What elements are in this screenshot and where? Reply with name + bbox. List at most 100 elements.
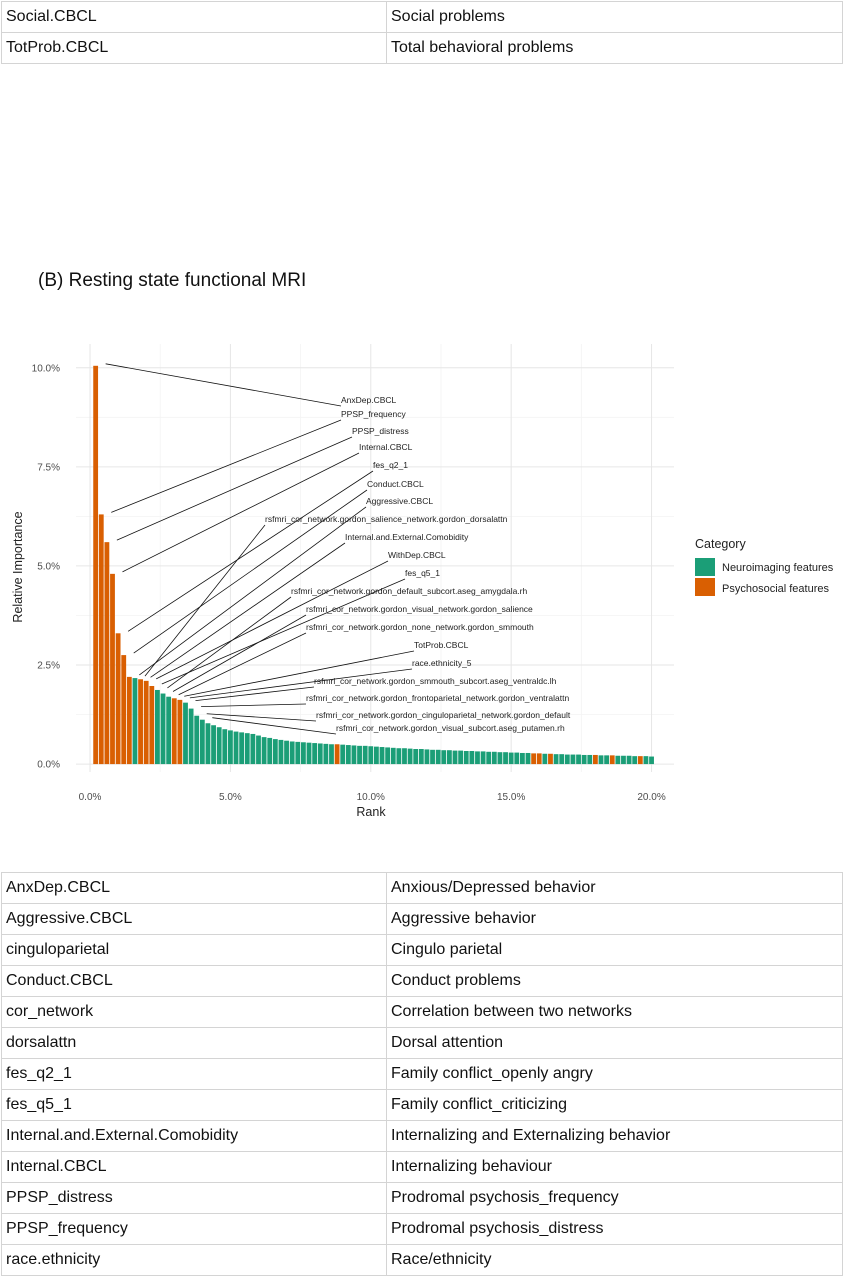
chart-bar [424, 749, 430, 765]
table-row: Conduct.CBCL Conduct problems [1, 965, 843, 997]
table-row: dorsalattn Dorsal attention [1, 1027, 843, 1059]
chart-bar [626, 755, 632, 765]
chart-bar [121, 655, 127, 765]
x-tick-label: 15.0% [497, 792, 525, 803]
annotation-label: fes_q5_1 [405, 568, 440, 578]
annotation-leader-line [116, 436, 353, 541]
table-row: TotProb.CBCL Total behavioral problems [1, 32, 843, 64]
annotation-label: rsfmri_cor_network.gordon_visual_network… [306, 604, 533, 614]
chart-bar [519, 752, 525, 765]
chart-bar [430, 749, 435, 765]
chart-bar [261, 737, 267, 765]
y-axis-title: Relative Importance [11, 511, 25, 622]
x-tick-label: 5.0% [219, 792, 242, 803]
abbreviation-cell: cor_network [1, 996, 387, 1028]
chart-bar [637, 756, 643, 765]
abbreviation-cell: PPSP_distress [1, 1182, 387, 1214]
meaning-cell: Cingulo parietal [386, 934, 843, 966]
abbreviation-cell: race.ethnicity [1, 1244, 387, 1276]
chart-bar [402, 748, 407, 765]
annotation-label: WithDep.CBCL [388, 550, 446, 560]
annotation-leader-line [161, 578, 406, 685]
chart-bar [379, 747, 385, 765]
annotation-leader-line [111, 419, 342, 513]
y-tick-label: 5.0% [37, 561, 60, 572]
chart-bar [110, 573, 115, 765]
annotation-leader-line [206, 713, 317, 722]
chart-bar [373, 746, 379, 765]
chart-bar [396, 748, 402, 765]
annotation-label: Aggressive.CBCL [366, 496, 433, 506]
chart-bar [312, 743, 318, 765]
annotation-leader-line [201, 703, 307, 707]
chart-bar [581, 754, 587, 765]
axis-ticks: 0.0% 5.0% 10.0% 15.0% 20.0% 0.0% 2.5% 5.0% 7.5% 1… [32, 363, 666, 803]
chart-bar [503, 752, 508, 765]
chart-bar [138, 679, 143, 765]
meaning-cell: Prodromal psychosis_frequency [386, 1182, 843, 1214]
annotation-leader-line [133, 489, 368, 654]
chart-bar [115, 633, 121, 765]
abbreviation-cell: dorsalattn [1, 1027, 387, 1059]
chart-bar [244, 733, 250, 765]
annotation-leader-line [172, 614, 307, 692]
chart-bar [536, 753, 542, 765]
annotation-leaders [105, 363, 415, 735]
chart-bar [570, 754, 576, 765]
abbreviation-cell: PPSP_frequency [1, 1213, 387, 1245]
chart-bar [368, 746, 374, 765]
legend-label-psychosocial: Psychosocial features [722, 583, 829, 595]
meaning-cell: Social problems [386, 1, 843, 33]
abbreviation-cell: cinguloparietal [1, 934, 387, 966]
chart-bar [542, 753, 548, 765]
x-axis-title: Rank [356, 805, 386, 819]
legend-swatch-psychosocial [695, 578, 715, 596]
abbreviation-cell: fes_q5_1 [1, 1089, 387, 1121]
chart-bar [486, 751, 492, 765]
chart-bar [278, 739, 284, 765]
meaning-cell: Anxious/Depressed behavior [386, 872, 843, 904]
abbreviation-table-top: Social.CBCL Social problems TotProb.CBCL… [1, 1, 843, 64]
chart-bar [132, 678, 138, 765]
x-tick-label: 20.0% [637, 792, 665, 803]
legend-swatch-neuroimaging [695, 558, 715, 576]
chart-bar [188, 708, 194, 765]
chart-bar [267, 737, 273, 765]
chart-bar [553, 754, 559, 765]
y-tick-label: 2.5% [37, 661, 60, 672]
table-row: Internal.CBCL Internalizing behaviour [1, 1151, 843, 1183]
table-row: race.ethnicity Race/ethnicity [1, 1244, 843, 1276]
chart-bar [143, 680, 149, 765]
chart-bar [93, 365, 99, 765]
meaning-cell: Internalizing and Externalizing behavior [386, 1120, 843, 1152]
table-row: fes_q5_1 Family conflict_criticizing [1, 1089, 843, 1121]
chart-bar [413, 749, 419, 765]
chart-bar [228, 730, 233, 765]
chart-bar [480, 751, 486, 765]
abbreviation-cell: AnxDep.CBCL [1, 872, 387, 904]
abbreviation-cell: fes_q2_1 [1, 1058, 387, 1090]
annotation-leader-line [178, 632, 307, 696]
meaning-cell: Aggressive behavior [386, 903, 843, 935]
meaning-cell: Total behavioral problems [386, 32, 843, 64]
chart-bar [239, 732, 245, 765]
chart-bar [559, 754, 565, 765]
table-row: cor_network Correlation between two netwo… [1, 996, 843, 1028]
annotation-label: Internal.and.External.Comobidity [345, 532, 469, 542]
chart-bar [216, 727, 222, 765]
chart-bar [497, 752, 503, 765]
chart-bar [643, 756, 649, 765]
chart-bar [592, 754, 598, 765]
x-tick-label: 10.0% [357, 792, 385, 803]
abbreviation-cell: TotProb.CBCL [1, 32, 387, 64]
annotation-label: rsfmri_cor_network.gordon_frontoparietal… [306, 693, 569, 703]
chart-bar [615, 755, 621, 765]
table-row: AnxDep.CBCL Anxious/Depressed behavior [1, 872, 843, 904]
annotation-leader-line [144, 524, 266, 677]
chart-bar [194, 715, 200, 765]
chart-bar [340, 744, 346, 765]
meaning-cell: Conduct problems [386, 965, 843, 997]
chart-bar [458, 750, 464, 765]
abbreviation-cell: Conduct.CBCL [1, 965, 387, 997]
chart-bar [632, 756, 638, 765]
